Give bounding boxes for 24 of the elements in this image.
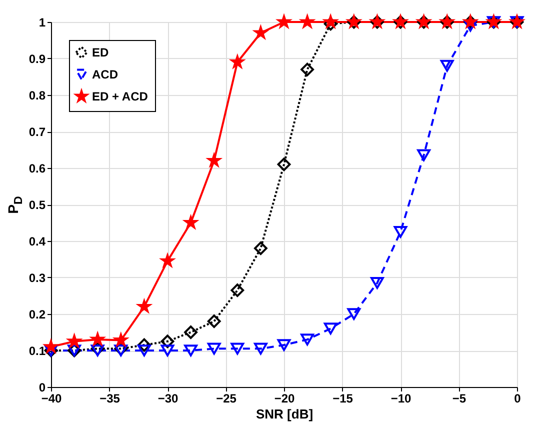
x-tick-label: −5 <box>452 392 466 406</box>
y-tick-label: 0.8 <box>28 88 46 102</box>
x-axis-title: SNR [dB] <box>256 406 314 422</box>
y-tick-label: 0.1 <box>28 344 46 358</box>
y-tick-label: 0.6 <box>28 162 46 176</box>
legend-label: ED <box>92 46 110 60</box>
y-tick-label: 0.3 <box>28 271 46 285</box>
x-tick-label: −20 <box>274 392 295 406</box>
x-tick-label: −15 <box>332 392 354 406</box>
x-tick-label: −10 <box>390 392 412 406</box>
legend-label: ACD <box>92 68 118 82</box>
x-tick-label: −25 <box>216 392 237 406</box>
x-tick-label: −30 <box>158 392 178 406</box>
y-tick-label: 0.2 <box>28 308 46 322</box>
legend-label: ED + ACD <box>92 90 148 104</box>
y-tick-label: 0.4 <box>28 234 46 248</box>
x-tick-label: −40 <box>41 392 62 406</box>
y-tick-label: 0.7 <box>28 125 46 139</box>
x-tick-label: −35 <box>100 392 120 406</box>
y-tick-label: 0.9 <box>28 52 46 66</box>
y-tick-label: 0.5 <box>28 198 46 212</box>
x-tick-label: 0 <box>514 392 522 406</box>
y-tick-label: 1 <box>38 16 46 30</box>
y-tick-label: 0 <box>38 380 46 394</box>
